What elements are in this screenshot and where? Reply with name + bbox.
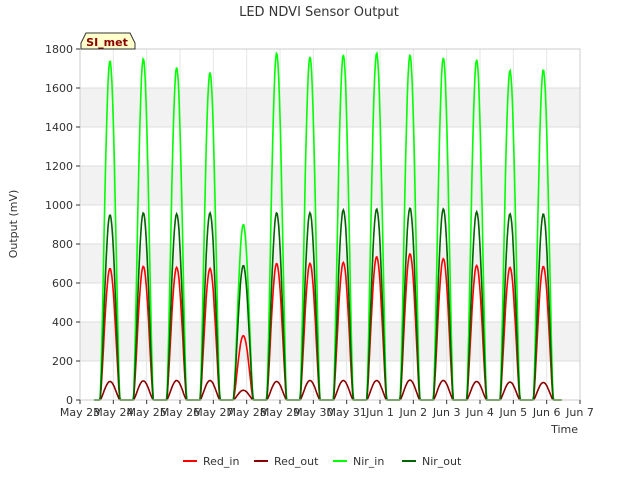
site-badge-label: SI_met [86,36,128,49]
legend-label: Nir_in [353,455,384,468]
y-axis-label: Output (mV) [7,190,20,259]
grid-band [80,166,580,205]
x-tick-label: May 26 [160,406,200,419]
x-axis-label: Time [550,423,578,436]
grid-band [80,322,580,361]
legend-label: Nir_out [422,455,462,468]
legend-label: Red_out [274,455,319,468]
x-tick-label: May 27 [193,406,233,419]
x-tick-label: May 23 [60,406,100,419]
x-tick-label: Jun 1 [365,406,394,419]
chart-title: LED NDVI Sensor Output [239,5,399,20]
y-tick-label: 800 [52,238,73,251]
y-tick-label: 200 [52,355,73,368]
legend-label: Red_in [203,455,239,468]
y-tick-label: 0 [66,394,73,407]
x-tick-label: Jun 2 [398,406,427,419]
plot-frame [79,48,581,401]
y-tick-label: 1000 [45,199,73,212]
y-tick-label: 400 [52,316,73,329]
grid-band [80,244,580,283]
x-tick-label: Jun 4 [465,406,494,419]
series-line-red-out [94,379,562,401]
y-tick-label: 1400 [45,121,73,134]
x-tick-label: May 28 [227,406,267,419]
series-line-nir-out [94,207,562,401]
legend: Red_in Red_out Nir_in Nir_out [183,455,462,468]
y-tick-label: 1800 [45,43,73,56]
x-tick-label: Jun 6 [532,406,561,419]
x-tick-label: May 29 [260,406,300,419]
y-tick-label: 1200 [45,160,73,173]
y-tick-label: 1600 [45,82,73,95]
grid-bands [80,88,580,361]
x-tick-label: May 25 [127,406,167,419]
site-badge-shape [80,32,136,50]
x-tick-label: Jun 5 [498,406,527,419]
site-badge: SI_met [80,32,136,50]
y-tick-label: 600 [52,277,73,290]
grid-band [80,88,580,127]
x-tick-label: May 31 [327,406,367,419]
x-tick-label: May 30 [293,406,333,419]
x-tick-label: Jun 7 [565,406,594,419]
x-tick-label: Jun 3 [432,406,461,419]
x-tick-label: May 24 [93,406,133,419]
